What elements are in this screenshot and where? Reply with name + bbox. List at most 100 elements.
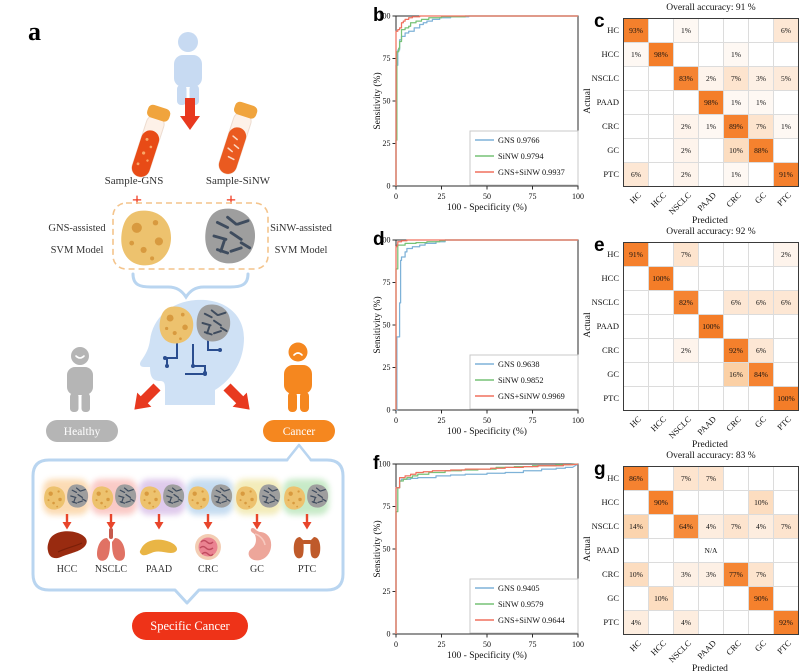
healthy-person-icon: [67, 347, 93, 412]
matrix-cell: 90%: [749, 587, 773, 610]
specific-cancer-label: Specific Cancer: [150, 619, 230, 633]
matrix-cell: 6%: [749, 291, 773, 314]
matrix-y-axis-label: Actual: [583, 87, 593, 114]
matrix-cell: 10%: [624, 563, 648, 586]
matrix-row-label: PTC: [603, 169, 619, 179]
y-tick-label: 0: [387, 406, 391, 415]
matrix-cell: 7%: [749, 115, 773, 138]
matrix-cell: 91%: [774, 163, 798, 186]
x-tick-label: 50: [483, 416, 491, 425]
panel-b-roc: b 0 25 50 75 100 0 25 50 75 100 100 - Specificity …: [372, 0, 590, 224]
y-tick-label: 100: [379, 12, 391, 21]
sample-sinw-label: Sample-SiNW: [206, 175, 271, 187]
matrix-cell: 6%: [774, 19, 798, 42]
matrix-cell: 7%: [724, 515, 748, 538]
matrix-cell: [749, 611, 773, 634]
matrix-row-label: HCC: [601, 497, 619, 507]
matrix-cell: [699, 611, 723, 634]
matrix-cell: 4%: [749, 515, 773, 538]
matrix-cell: [649, 563, 673, 586]
organ-label-crc: CRC: [198, 564, 218, 575]
roc-curve: [395, 239, 578, 410]
matrix-cell: [774, 539, 798, 562]
person-icon: [174, 32, 202, 105]
matrix-x-axis-label: Predicted: [692, 664, 728, 671]
gns-model-label-1: GNS-assisted: [48, 223, 106, 234]
matrix-cell: [674, 91, 698, 114]
matrix-cell: [699, 291, 723, 314]
sinw-model-label-1: SiNW-assisted: [270, 223, 333, 234]
panel-label-g: g: [594, 459, 606, 480]
organ-label-ptc: PTC: [298, 564, 317, 575]
x-tick-label: 50: [483, 192, 491, 201]
matrix-cell: [699, 363, 723, 386]
roc-plot-f: 0 25 50 75 100 0 25 50 75 100 100 - Specificity (%…: [372, 460, 584, 661]
matrix-cell: [649, 387, 673, 410]
matrix-cell: 98%: [649, 43, 673, 66]
legend-label: GNS 0.9405: [498, 584, 540, 593]
lungs-icon: [97, 528, 125, 561]
stomach-icon: [248, 527, 272, 561]
matrix-row-label: HC: [607, 25, 619, 35]
matrix-cell: [649, 515, 673, 538]
x-tick-label: 0: [394, 640, 398, 649]
matrix-cell: 2%: [774, 243, 798, 266]
matrix-cell: 91%: [624, 243, 648, 266]
matrix-cell: [699, 267, 723, 290]
matrix-row-label: CRC: [601, 345, 619, 355]
matrix-cell: 4%: [624, 611, 648, 634]
sample-gns-label: Sample-GNS: [105, 175, 164, 187]
y-tick-label: 0: [387, 182, 391, 191]
matrix-cell: [649, 315, 673, 338]
gns-blob-icon: [121, 210, 172, 266]
sinw-model-label-2: SVM Model: [275, 245, 328, 256]
legend-label: GNS 0.9766: [498, 136, 540, 145]
x-tick-label: 100: [572, 640, 584, 649]
matrix-cell: [774, 315, 798, 338]
matrix-cell: 2%: [674, 339, 698, 362]
organ-arrow-row: [62, 514, 312, 530]
brace-icon: [131, 272, 250, 300]
intestine-icon: [195, 534, 221, 560]
matrix-cell: 1%: [774, 115, 798, 138]
thyroid-icon: [293, 537, 321, 559]
matrix-cell: [774, 363, 798, 386]
matrix-cell: [674, 587, 698, 610]
matrix-cell: 7%: [674, 243, 698, 266]
matrix-cell: [724, 467, 748, 490]
roc-plot-d: 0 25 50 75 100 0 25 50 75 100 100 - Specificity (%…: [372, 236, 584, 437]
y-tick-label: 25: [383, 587, 391, 596]
cancer-connector: [285, 443, 313, 461]
matrix-cell: [624, 291, 648, 314]
roc-curve: [396, 239, 578, 411]
x-tick-label: 75: [529, 416, 537, 425]
matrix-body: 91% 7% 2% 100% 82% 6% 6% 6% 100% 2% 92% 6% 16% 84% 100…: [583, 242, 804, 450]
matrix-title: Overall accuracy: 83 %: [666, 451, 756, 461]
matrix-cell: [624, 67, 648, 90]
legend-label: GNS+SiNW 0.9969: [498, 392, 565, 401]
x-tick-label: 75: [529, 192, 537, 201]
matrix-cell: [624, 139, 648, 162]
matrix-cell: [649, 339, 673, 362]
pancreas-icon: [139, 539, 178, 556]
matrix-cell: 2%: [674, 139, 698, 162]
matrix-cell: 92%: [774, 611, 798, 634]
matrix-cell: [649, 291, 673, 314]
matrix-cell: 64%: [674, 515, 698, 538]
matrix-row-label: PAAD: [596, 97, 619, 107]
matrix-cell: 82%: [674, 291, 698, 314]
panel-label-e: e: [594, 235, 605, 256]
panel-label-a: a: [28, 17, 41, 46]
matrix-cell: 6%: [624, 163, 648, 186]
matrix-cell: [624, 539, 648, 562]
x-tick-label: 75: [529, 640, 537, 649]
matrix-cell: [624, 267, 648, 290]
healthy-label: Healthy: [64, 426, 101, 438]
roc-plot-b: 0 25 50 75 100 0 25 50 75 100 100 - Specificity (%…: [372, 12, 584, 213]
panel-label-d: d: [373, 229, 385, 250]
matrix-cell: [749, 163, 773, 186]
panel-e-matrix: e Overall accuracy: 92 % 91% 7% 2% 100% 82% 6…: [583, 224, 804, 450]
legend-label: GNS 0.9638: [498, 360, 540, 369]
matrix-cell: 98%: [699, 91, 723, 114]
